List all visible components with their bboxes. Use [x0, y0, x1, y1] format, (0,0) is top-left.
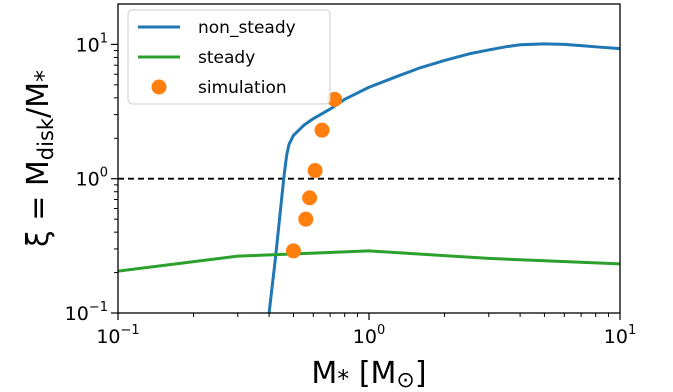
simulation-point: [302, 190, 318, 206]
x-axis-label: M* [M⊙]: [311, 356, 426, 392]
legend-label-steady: steady: [198, 48, 255, 68]
x-tick-label: 100: [353, 323, 385, 348]
series-line-non_steady: [267, 42, 620, 313]
y-tick-label: 100: [76, 166, 108, 191]
simulation-point: [314, 122, 330, 138]
simulation-point: [285, 243, 301, 259]
legend-box: [127, 9, 331, 105]
legend-swatch-simulation: [151, 79, 167, 95]
x-tick-label: 101: [604, 323, 636, 348]
plot-frame: [117, 3, 621, 314]
series-line-steady: [118, 249, 620, 273]
y-tick-label: 10−1: [65, 300, 108, 325]
legend-label-non_steady: non_steady: [198, 18, 296, 38]
simulation-point: [327, 91, 343, 107]
plot-series: [118, 42, 620, 313]
y-tick-label: 101: [76, 31, 108, 56]
simulation-point: [307, 163, 323, 179]
legend-label-simulation: simulation: [198, 78, 287, 98]
x-tick-label: 10−1: [96, 323, 139, 348]
simulation-point: [298, 211, 314, 227]
y-axis-label: ξ = Mdisk/M*: [21, 70, 58, 247]
